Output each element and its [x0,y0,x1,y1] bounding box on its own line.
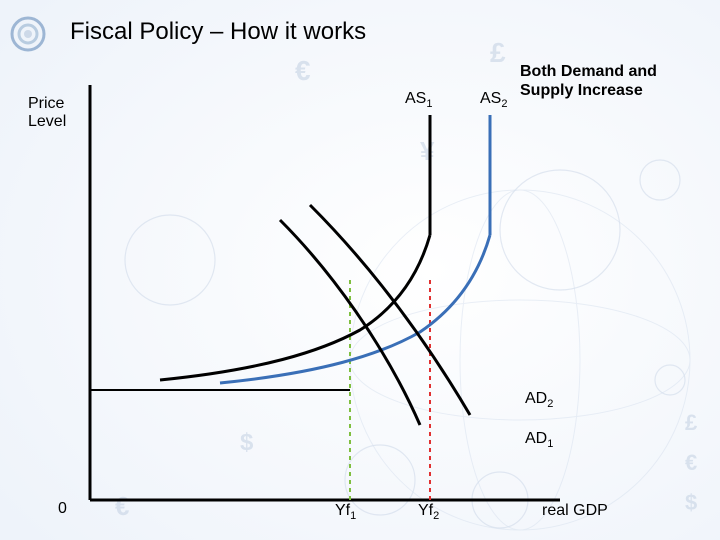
subtitle: Both Demand andSupply Increase [520,62,657,100]
yf2-label: Yf2 [418,502,439,522]
economics-graph [0,70,720,530]
x-axis-label: real GDP [542,502,608,520]
yf1-label: Yf1 [335,502,356,522]
ad2-label: AD2 [525,390,553,410]
origin-label: 0 [58,500,67,518]
chart-area: Price Level 0 Both Demand andSupply Incr… [0,70,720,530]
y-axis-label: Price Level [28,95,66,131]
title-bullet-icon [10,16,46,52]
as1-label: AS1 [405,90,432,110]
page-title: Fiscal Policy – How it works [70,18,366,46]
as2-label: AS2 [480,90,507,110]
ad1-label: AD1 [525,430,553,450]
